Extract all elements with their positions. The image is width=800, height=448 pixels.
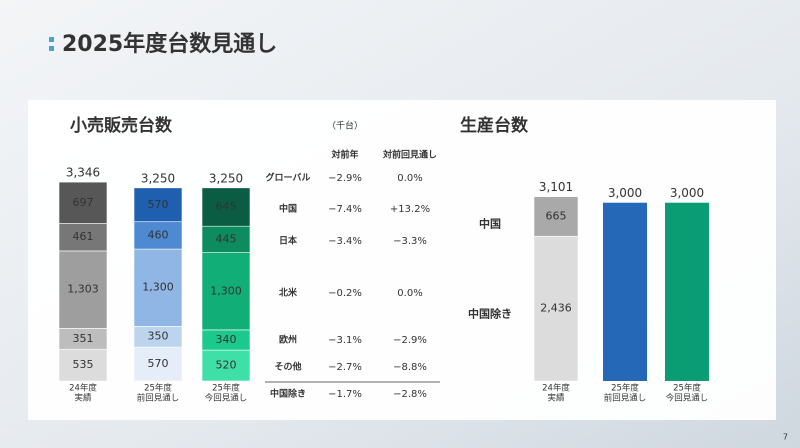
table-header: 対前回見通し: [382, 149, 437, 161]
x-tick-label: 25年度: [611, 383, 639, 394]
total-label: 3,000: [670, 186, 704, 200]
total-label: 3,000: [608, 186, 642, 200]
bar-segment: [58, 223, 108, 252]
bar-segment: [201, 187, 251, 227]
x-tick-label: 24年度: [542, 383, 570, 394]
bar-segment: [201, 225, 251, 253]
table-row-label: グローバル: [266, 172, 311, 184]
segment-label: 570: [148, 198, 169, 211]
segment-label: 460: [148, 228, 169, 241]
table-row-label: その他: [274, 361, 301, 373]
x-tick-label: 25年度: [212, 383, 240, 394]
x-tick-label: 今回見通し: [666, 393, 709, 404]
bar-segment: [201, 349, 251, 382]
x-tick-label: 24年度: [69, 383, 97, 394]
table-cell: −3.1%: [328, 335, 362, 346]
segment-label: 1,303: [67, 283, 99, 296]
segment-label: 2,436: [540, 302, 572, 315]
bar-segment: [201, 252, 251, 331]
unit-label: （千台）: [327, 120, 363, 132]
table-row-label: 日本: [279, 235, 298, 247]
bar-total: [665, 202, 709, 381]
segment-label: 570: [148, 357, 169, 370]
series-label: 中国: [479, 216, 501, 230]
table-cell: −2.9%: [393, 335, 427, 346]
segment-label: 461: [73, 230, 94, 243]
table-cell: −8.8%: [393, 362, 427, 373]
table-row-label: 中国除き: [270, 388, 306, 400]
x-tick-label: 25年度: [673, 383, 701, 394]
table-cell: −0.2%: [328, 288, 362, 299]
table-cell: 0.0%: [397, 288, 422, 299]
bar-segment: [58, 181, 108, 224]
segment-label: 350: [148, 330, 169, 343]
total-label: 3,250: [141, 171, 175, 185]
table-row-label: 欧州: [279, 334, 297, 346]
bar-segment: [133, 248, 183, 327]
chart-title: 小売販売台数: [70, 115, 173, 136]
total-label: 3,250: [209, 171, 243, 185]
segment-label: 535: [73, 358, 94, 371]
x-tick-label: 25年度: [144, 383, 172, 394]
slide-title: 2025年度台数見通し: [62, 31, 277, 57]
chart-title: 生産台数: [460, 115, 529, 136]
table-cell: 0.0%: [397, 173, 422, 184]
bar-segment: [533, 235, 579, 382]
x-tick-label: 前回見通し: [137, 393, 180, 404]
bar-segment: [133, 346, 183, 382]
table-cell: −1.7%: [328, 389, 362, 400]
x-tick-label: 今回見通し: [205, 393, 248, 404]
table-cell: −2.7%: [328, 362, 362, 373]
segment-label: 697: [73, 196, 94, 209]
series-label: 中国除き: [468, 307, 512, 321]
table-cell: −3.3%: [393, 236, 427, 247]
segment-label: 665: [546, 209, 567, 222]
segment-label: 1,300: [142, 281, 174, 294]
bar-segment: [133, 187, 183, 223]
bar-segment: [533, 196, 579, 237]
title-marker: [49, 37, 54, 42]
segment-label: 645: [216, 200, 237, 213]
segment-label: 445: [216, 232, 237, 245]
total-label: 3,346: [66, 166, 100, 180]
page-number: 7: [783, 433, 788, 442]
table-cell: −7.4%: [328, 204, 362, 215]
x-tick-label: 実績: [74, 393, 92, 404]
segment-label: 520: [216, 359, 237, 372]
table-row-label: 中国: [279, 203, 297, 215]
table-header: 対前年: [330, 149, 358, 161]
table-cell: −2.8%: [393, 389, 427, 400]
bar-segment: [58, 250, 108, 329]
x-tick-label: 前回見通し: [604, 393, 647, 404]
table-cell: +13.2%: [390, 204, 430, 215]
segment-label: 1,300: [210, 284, 242, 297]
bar-total: [603, 202, 647, 381]
table-cell: −3.4%: [328, 236, 362, 247]
x-tick-label: 実績: [547, 393, 565, 404]
table-row-label: 北米: [279, 287, 298, 299]
title-marker: [49, 46, 54, 51]
table-cell: −2.9%: [328, 173, 362, 184]
segment-label: 340: [216, 333, 237, 346]
segment-label: 351: [73, 332, 94, 345]
bar-segment: [133, 221, 183, 250]
total-label: 3,101: [539, 180, 573, 194]
